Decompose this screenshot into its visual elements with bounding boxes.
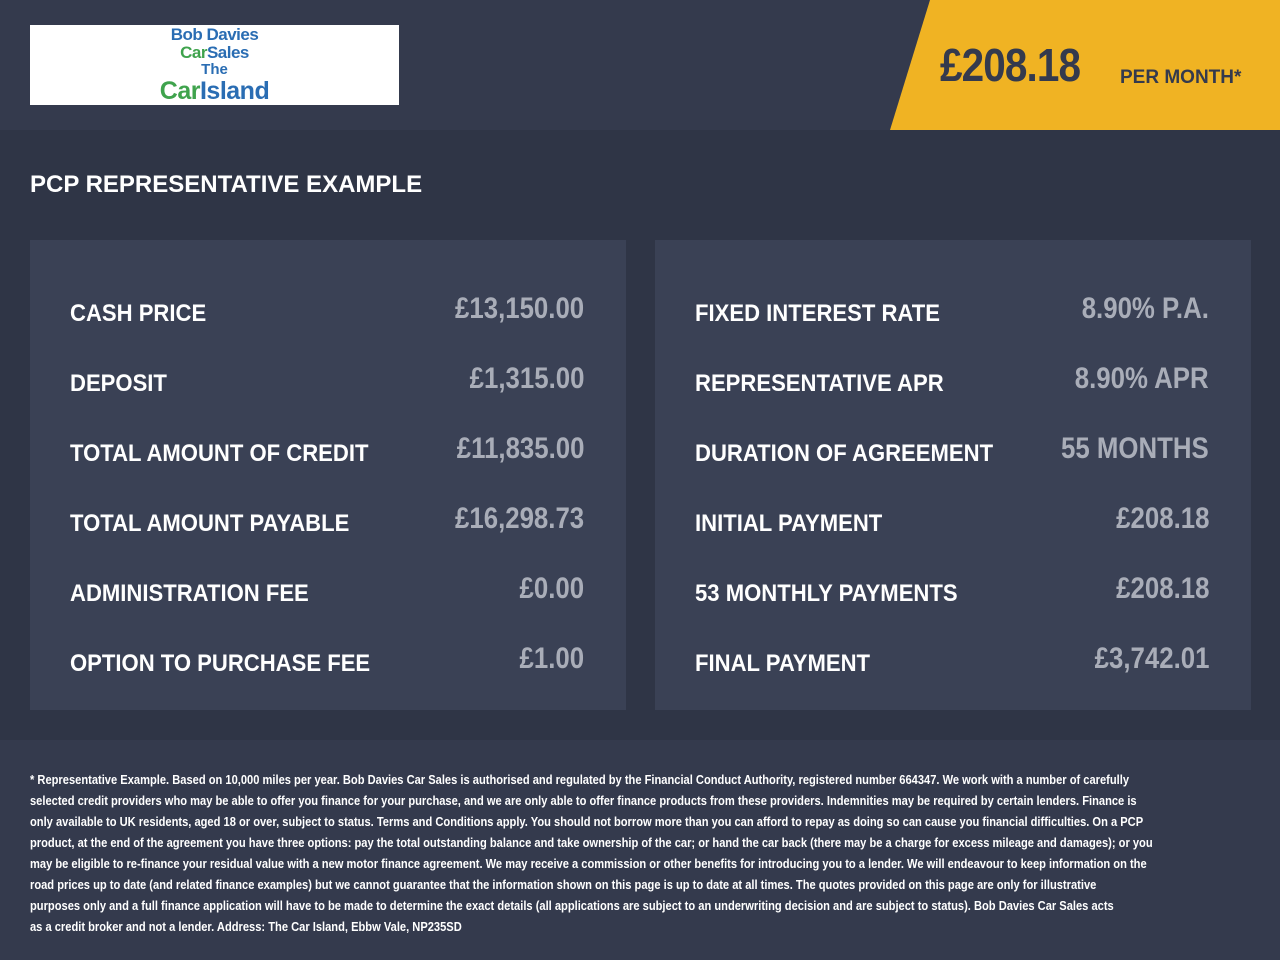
finance-row: TOTAL AMOUNT OF CREDIT £11,835.00 [70,430,584,470]
finance-label: TOTAL AMOUNT PAYABLE [70,510,350,537]
logo-text: Island [199,77,270,105]
finance-row: TOTAL AMOUNT PAYABLE £16,298.73 [70,500,584,540]
finance-label: FIXED INTEREST RATE [695,300,940,327]
disclaimer-line: * Representative Example. Based on 10,00… [30,773,1130,787]
per-month-label: PER MONTH* [1120,67,1242,88]
dealer-logo: Bob Davies CarSales The CarIsland [30,25,399,105]
finance-row: INITIAL PAYMENT £208.18 [695,500,1209,540]
disclaimer: * Representative Example. Based on 10,00… [30,770,1153,938]
finance-value: 55 MONTHS [1061,432,1209,465]
finance-label: CASH PRICE [70,300,207,327]
finance-label: 53 MONTHLY PAYMENTS [695,580,958,607]
footer: * Representative Example. Based on 10,00… [0,740,1280,960]
monthly-price-badge: £208.18 PER MONTH* [890,0,1280,130]
finance-label: FINAL PAYMENT [695,650,871,677]
disclaimer-line: selected credit providers who may be abl… [30,794,1137,808]
finance-value: £3,742.01 [1094,642,1209,675]
finance-label: DEPOSIT [70,370,167,397]
right-finance-panel: FIXED INTEREST RATE 8.90% P.A. REPRESENTAT… [655,240,1251,710]
disclaimer-line: as a credit broker and not a lender. Add… [30,920,462,934]
finance-row: DEPOSIT £1,315.00 [70,360,584,400]
finance-label: INITIAL PAYMENT [695,510,883,537]
left-finance-panel: CASH PRICE £13,150.00 DEPOSIT £1,315.00 TOTA… [30,240,626,710]
finance-row: DURATION OF AGREEMENT 55 MONTHS [695,430,1209,470]
logo-text: Car [180,43,207,62]
monthly-price: £208.18 [940,39,1081,91]
finance-label: ADMINISTRATION FEE [70,580,309,607]
logo-text: Sales [206,43,249,62]
finance-value: 8.90% APR [1075,362,1209,395]
finance-row: 53 MONTHLY PAYMENTS £208.18 [695,570,1209,610]
finance-value: £1.00 [519,642,584,675]
logo-text: Car [159,77,201,105]
header: Bob Davies CarSales The CarIsland £208.1… [0,0,1280,130]
disclaimer-line: product, at the end of the agreement you… [30,836,1153,850]
finance-row: FINAL PAYMENT £3,742.01 [695,640,1209,680]
disclaimer-line: only available to UK residents, aged 18 … [30,815,1144,829]
finance-value: £16,298.73 [454,502,584,535]
logo-line: Bob Davies [170,25,259,44]
finance-row: REPRESENTATIVE APR 8.90% APR [695,360,1209,400]
logo-line: The [201,61,228,78]
finance-value: £11,835.00 [456,432,584,465]
finance-row: ADMINISTRATION FEE £0.00 [70,570,584,610]
disclaimer-line: may be eligible to re-finance your resid… [30,857,1147,871]
finance-label: DURATION OF AGREEMENT [695,440,994,467]
finance-value: £13,150.00 [454,292,584,325]
disclaimer-line: road prices up to date (and related fina… [30,878,1097,892]
finance-label: TOTAL AMOUNT OF CREDIT [70,440,369,467]
section-title: PCP REPRESENTATIVE EXAMPLE [30,171,423,198]
finance-value: 8.90% P.A. [1081,292,1209,325]
finance-value: £0.00 [519,572,584,605]
disclaimer-line: purposes only and a full finance applica… [30,899,1114,913]
finance-row: FIXED INTEREST RATE 8.90% P.A. [695,290,1209,330]
finance-value: £208.18 [1115,572,1209,605]
logo-line: CarIsland [30,78,399,104]
finance-value: £208.18 [1115,502,1209,535]
finance-value: £1,315.00 [469,362,584,395]
finance-row: CASH PRICE £13,150.00 [70,290,584,330]
finance-label: OPTION TO PURCHASE FEE [70,650,371,677]
finance-label: REPRESENTATIVE APR [695,370,944,397]
logo-line: CarSales [30,44,399,61]
finance-row: OPTION TO PURCHASE FEE £1.00 [70,640,584,680]
